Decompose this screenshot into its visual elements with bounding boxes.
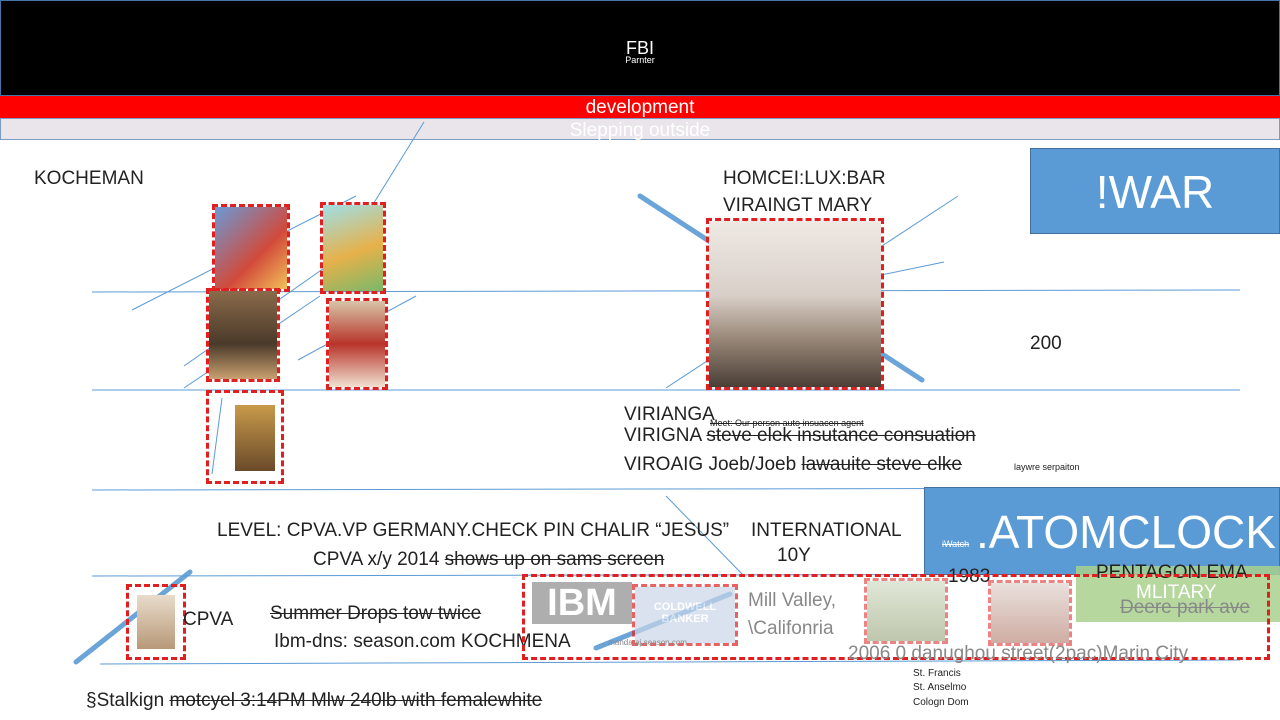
meet-note: Meet: Our person auto insuacen agent <box>710 418 864 428</box>
deere-label: Deere park ave <box>1120 597 1250 618</box>
ibm-dns-label: Ibm-dns: season.com KOCHMENA <box>274 631 571 652</box>
cpva-line: CPVA x/y 2014 shows up on sams screen <box>313 549 664 571</box>
virianga-label: VIRIANGA <box>624 404 715 425</box>
cpva-strike: shows up on sams screen <box>444 549 665 570</box>
atomclock-label: .ATOMCLOCK <box>976 506 1276 558</box>
virigna-line: VIRIGNA steve elek insutance consuation <box>624 425 976 447</box>
thumbnail-frame <box>326 298 388 390</box>
stalk-prefix: §Stalkign <box>86 690 170 711</box>
dana-text: 2006 0 danughou street(2pac)Marin City <box>848 643 1189 664</box>
house-image <box>991 583 1069 643</box>
viraingt-label: VIRAINGT MARY <box>723 195 873 216</box>
international-label: INTERNATIONAL <box>751 520 902 541</box>
movie-poster-image <box>235 405 275 471</box>
viroaig-prefix: VIROAIG Joeb/Joeb <box>624 454 802 475</box>
ibm-logo: IBM <box>532 582 632 624</box>
st-francis-label: St. Francis <box>913 668 961 679</box>
locations-frame <box>522 574 1270 660</box>
cartoon-image <box>323 205 383 291</box>
header-subtitle: Parnter <box>625 55 655 65</box>
cartoon-image <box>329 301 385 387</box>
bar-photo-frame <box>706 218 884 390</box>
viroaig-line: VIROAIG Joeb/Joeb lawauite steve elke <box>624 454 962 476</box>
homcei-label: HOMCEI:LUX:BAR <box>723 168 886 189</box>
header-bar <box>0 0 1280 96</box>
dana-line: 2006 0 danughou street(2pac)Marin City <box>848 643 1188 665</box>
pentagon-label: PENTAGON EMA <box>1096 562 1248 583</box>
house-photo-frame <box>988 580 1072 646</box>
grey-bar-label: Slepping outside <box>569 120 711 141</box>
cpva-prefix: CPVA x/y 2014 <box>313 549 445 570</box>
war-box: !WAR <box>1030 148 1280 234</box>
military-label: MLITARY <box>1136 582 1217 603</box>
coldwell-frame: COLDWELL BANKER <box>632 584 738 646</box>
cpva-label: CPVA <box>183 609 234 630</box>
mill-valley-line1: Mill Valley, <box>748 590 836 611</box>
header-title: FBI <box>625 38 654 58</box>
tree-image <box>867 581 945 641</box>
kocheman-label: KOCHEMAN <box>34 168 144 189</box>
thumbnail-frame <box>206 390 284 484</box>
coldwell-logo: COLDWELL BANKER <box>635 587 735 643</box>
level-line: LEVEL: CPVA.VP GERMANY.CHECK PIN CHALIR … <box>217 520 730 541</box>
tree-photo-frame <box>864 578 948 644</box>
red-bar-label: development <box>585 97 695 118</box>
cartoon-image <box>215 207 287 289</box>
small-url: … mandaraj.season.com <box>598 638 687 647</box>
ten-y-label: 10Y <box>777 545 811 566</box>
stalk-line: §Stalkign motcyel 3:14PM Mlw 240lb with … <box>86 690 542 712</box>
virigna-prefix: VIRIGNA <box>624 425 707 446</box>
st-anselmo-label: St. Anselmo <box>913 682 967 693</box>
red-bar <box>0 96 1280 118</box>
person-image <box>137 595 175 649</box>
person-photo-frame <box>126 584 186 660</box>
iwatch-label: iWatch <box>942 539 970 549</box>
laywre-note: laywre serpaiton <box>1014 462 1080 472</box>
cologn-label: Cologn Dom <box>913 697 969 708</box>
mill-valley-line2: \Califonria <box>748 618 834 639</box>
thumbnail-frame <box>212 204 290 292</box>
atomclock-box <box>924 487 1280 575</box>
bar-facade-image <box>709 221 881 387</box>
virigna-strike: steve elek insutance consuation <box>706 425 976 446</box>
movie-poster-image <box>209 291 277 379</box>
two-hundred-label: 200 <box>1030 333 1062 354</box>
stalk-strike: motcyel 3:14PM Mlw 240lb with femalewhit… <box>169 690 543 711</box>
thumbnail-frame <box>320 202 386 294</box>
thumbnail-frame <box>206 288 280 382</box>
summer-label: Summer Drops tow twice <box>270 603 482 624</box>
viroaig-strike: lawauite steve elke <box>801 454 962 475</box>
